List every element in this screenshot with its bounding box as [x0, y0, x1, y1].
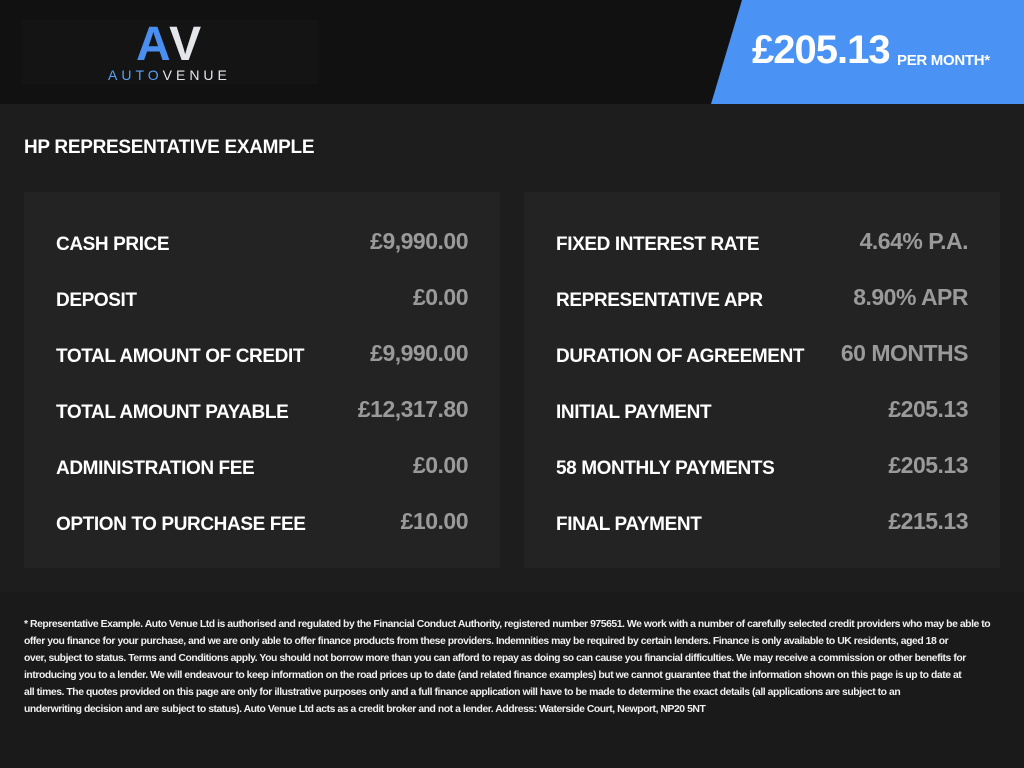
finance-label: FIXED INTEREST RATE	[556, 234, 760, 255]
per-month-label: PER MONTH*	[897, 52, 990, 69]
logo-mark-v: V	[169, 18, 204, 71]
disclaimer: * Representative Example. Auto Venue Ltd…	[24, 616, 991, 718]
finance-row: FIXED INTEREST RATE 4.64% P.A.	[556, 228, 969, 258]
finance-row: DEPOSIT £0.00	[56, 284, 469, 314]
logo-mark-a: A	[136, 18, 170, 71]
autovenue-logo[interactable]: AV AUTOVENUE	[22, 20, 318, 84]
finance-label: OPTION TO PURCHASE FEE	[56, 514, 306, 535]
finance-row: CASH PRICE £9,990.00	[56, 228, 468, 258]
footer: * Representative Example. Auto Venue Ltd…	[0, 592, 1024, 768]
finance-label: 58 MONTHLY PAYMENTS	[556, 458, 775, 479]
monthly-price-badge: £205.13 PER MONTH*	[711, 0, 1024, 104]
finance-label: DEPOSIT	[56, 290, 137, 311]
finance-row: TOTAL AMOUNT OF CREDIT £9,990.00	[56, 340, 468, 370]
disclaimer-line: offer you finance for your purchase, and…	[24, 636, 949, 647]
finance-value: 60 MONTHS	[840, 340, 969, 366]
finance-panel-right: FIXED INTEREST RATE 4.64% P.A. REPRESENTAT…	[524, 192, 1000, 568]
finance-label: DURATION OF AGREEMENT	[556, 346, 805, 367]
finance-value: 8.90% APR	[853, 284, 968, 310]
finance-row: ADMINISTRATION FEE £0.00	[56, 452, 469, 482]
finance-row: OPTION TO PURCHASE FEE £10.00	[56, 508, 469, 538]
finance-row: REPRESENTATIVE APR 8.90% APR	[556, 284, 968, 314]
finance-label: TOTAL AMOUNT OF CREDIT	[56, 346, 305, 367]
finance-row: FINAL PAYMENT £215.13	[556, 508, 968, 538]
finance-value: £205.13	[888, 396, 968, 422]
finance-value: £12,317.80	[357, 396, 469, 422]
finance-panel-left: CASH PRICE £9,990.00 DEPOSIT £0.00 TOTAL AMO…	[24, 192, 500, 568]
finance-row: 58 MONTHLY PAYMENTS £205.13	[556, 452, 968, 482]
finance-value: £9,990.00	[370, 340, 468, 366]
disclaimer-line: underwriting decision and are subject to…	[24, 704, 706, 715]
finance-row: INITIAL PAYMENT £205.13	[556, 396, 968, 426]
monthly-price: £205.13	[752, 28, 891, 72]
finance-label: INITIAL PAYMENT	[556, 402, 712, 423]
logo-text-venue: VENUE	[162, 67, 231, 83]
finance-row: DURATION OF AGREEMENT 60 MONTHS	[556, 340, 969, 370]
finance-value: £9,990.00	[370, 228, 468, 254]
finance-value: 4.64% P.A.	[859, 228, 969, 254]
finance-value: £0.00	[412, 452, 469, 478]
finance-value: £215.13	[888, 508, 968, 534]
finance-label: ADMINISTRATION FEE	[56, 458, 255, 479]
finance-label: FINAL PAYMENT	[556, 514, 702, 535]
section-title: HP REPRESENTATIVE EXAMPLE	[24, 137, 315, 158]
disclaimer-line: introducing you to a lender. We will end…	[24, 670, 962, 681]
disclaimer-line: over, subject to status. Terms and Condi…	[24, 653, 966, 664]
finance-label: REPRESENTATIVE APR	[556, 290, 763, 311]
finance-value: £10.00	[400, 508, 469, 534]
disclaimer-line: * Representative Example. Auto Venue Ltd…	[24, 619, 991, 630]
finance-row: TOTAL AMOUNT PAYABLE £12,317.80	[56, 396, 469, 426]
finance-label: CASH PRICE	[56, 234, 170, 255]
finance-value: £0.00	[412, 284, 469, 310]
logo-mark: AV	[136, 20, 203, 70]
header: AV AUTOVENUE £205.13 PER MONTH*	[0, 0, 1024, 104]
finance-label: TOTAL AMOUNT PAYABLE	[56, 402, 289, 423]
finance-value: £205.13	[888, 452, 968, 478]
logo-text: AUTOVENUE	[108, 67, 231, 83]
disclaimer-line: all times. The quotes provided on this p…	[24, 687, 901, 698]
logo-text-auto: AUTO	[108, 67, 163, 83]
